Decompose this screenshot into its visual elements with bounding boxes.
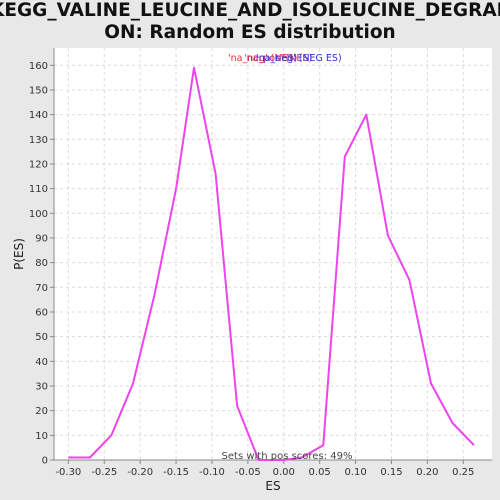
x-tick-label: 0.00 (273, 467, 295, 478)
legend: 'na_neg' (NES)'na_pos' (NES)'na_neg' (NE… (228, 53, 342, 64)
x-tick-label: 0.20 (416, 467, 438, 478)
legend-entry: 'na_pos' (NES) (244, 53, 312, 64)
pos-scores-annotation: Sets with pos scores: 49% (222, 451, 353, 462)
y-tick-label: 20 (35, 406, 48, 417)
x-tick-label: -0.30 (55, 467, 81, 478)
series-layer (68, 66, 475, 461)
x-tick-label: 0.15 (380, 467, 402, 478)
x-axis-ticks: -0.30 -0.25 -0.20 -0.15 -0.10 -0.05 0.00 0.05 0.… (55, 460, 474, 478)
x-tick-label: -0.10 (199, 467, 225, 478)
y-tick-label: 150 (29, 85, 48, 96)
y-tick-label: 100 (29, 209, 48, 220)
x-tick-label: 0.10 (344, 467, 366, 478)
y-tick-label: 140 (29, 110, 48, 121)
x-tick-label: -0.05 (235, 467, 261, 478)
series-line (68, 66, 475, 461)
y-tick-label: 160 (29, 61, 48, 72)
y-tick-label: 0 (42, 456, 48, 467)
y-tick-label: 110 (29, 184, 48, 195)
y-tick-label: 80 (35, 258, 48, 269)
chart-title: KEGG_VALINE_LEUCINE_AND_ISOLEUCINE_DEGRA… (0, 0, 500, 43)
x-tick-label: -0.20 (127, 467, 153, 478)
y-tick-label: 60 (35, 307, 48, 318)
y-axis-ticks: 0 10 20 30 40 50 60 70 80 90 100 110 120 130 140 150 160 (29, 61, 54, 467)
y-axis-label: P(ES) (12, 238, 26, 270)
y-tick-label: 120 (29, 159, 48, 170)
y-tick-label: 30 (35, 381, 48, 392)
grid-lines (54, 48, 492, 461)
y-tick-label: 40 (35, 357, 48, 368)
y-tick-label: 90 (35, 233, 48, 244)
legend-entry: 'na_neg' (NEG ES) (256, 53, 342, 64)
y-tick-label: 130 (29, 135, 48, 146)
plot-area (54, 48, 492, 460)
x-tick-label: 0.05 (309, 467, 331, 478)
x-axis-label: ES (265, 479, 280, 493)
y-tick-label: 10 (35, 431, 48, 442)
y-tick-label: 70 (35, 283, 48, 294)
y-tick-label: 50 (35, 332, 48, 343)
legend-entry: 'na_neg' (NES) (228, 53, 297, 64)
x-tick-label: -0.15 (163, 467, 189, 478)
x-tick-label: -0.25 (91, 467, 117, 478)
x-tick-label: 0.25 (452, 467, 474, 478)
